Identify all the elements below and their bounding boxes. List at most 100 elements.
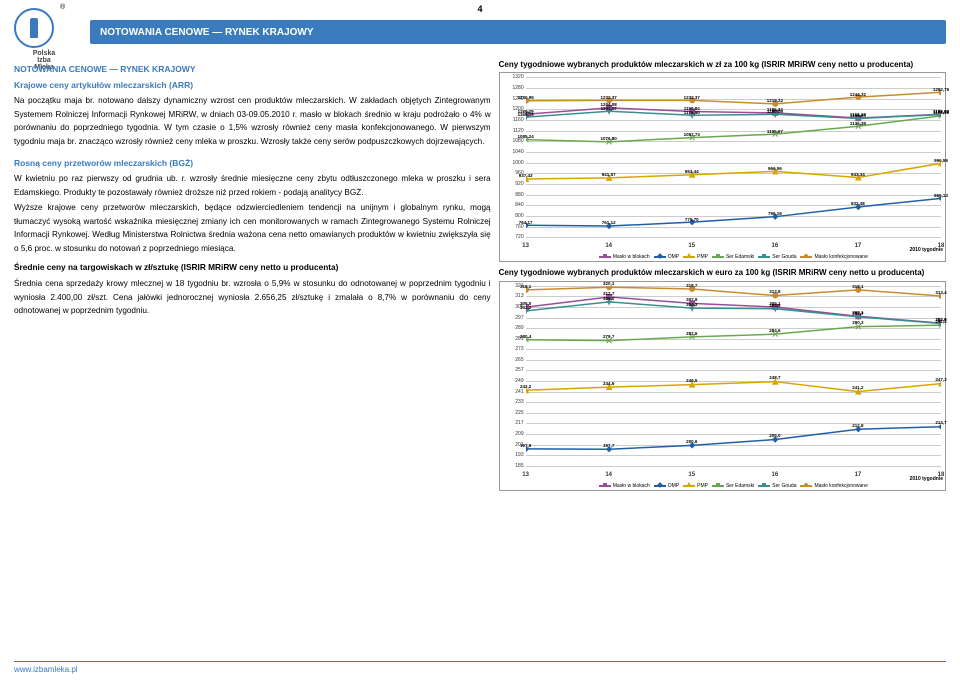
y-tick: 225: [502, 410, 524, 416]
y-tick: 920: [502, 181, 524, 187]
y-tick: 273: [502, 346, 524, 352]
data-label: 309,0: [603, 296, 614, 301]
trademark-icon: ®: [60, 4, 65, 11]
right-column: Ceny tygodniowe wybranych produktów mlec…: [499, 60, 946, 650]
logo-circle-icon: [14, 8, 54, 48]
x-tick: 14: [605, 472, 612, 478]
paragraph-4: Średnia cena sprzedaży krowy mlecznej w …: [14, 277, 491, 318]
data-label: 200,6: [686, 439, 697, 444]
data-label: 1105,67: [767, 129, 783, 134]
chart-legend: Masło w blokachOMPPMPSer EdamskiSer Goud…: [526, 254, 941, 260]
legend-item: Masło w blokach: [599, 254, 650, 260]
legend-item: Masło konfekcjonowane: [800, 483, 867, 489]
y-tick: 193: [502, 452, 524, 458]
x-tick: 16: [771, 243, 778, 249]
data-label: 197,9: [520, 443, 531, 448]
y-tick: 1000: [502, 160, 524, 166]
page-number: 4: [477, 4, 482, 14]
footer: www.izbamleka.pl: [14, 661, 946, 674]
data-label: 832,48: [851, 201, 865, 206]
left-column: NOTOWANIA CENOWE — RYNEK KRAJOWY Krajowe…: [14, 60, 499, 650]
legend-item: Ser Gouda: [758, 254, 796, 260]
y-tick: 233: [502, 399, 524, 405]
data-label: 966,06: [768, 166, 782, 171]
header-bar: NOTOWANIA CENOWE — RYNEK KRAJOWY: [90, 20, 946, 44]
data-label: 303,8: [769, 303, 780, 308]
data-label: 282,6: [686, 331, 697, 336]
legend-label: PMP: [697, 254, 708, 260]
section-title-1: NOTOWANIA CENOWE — RYNEK KRAJOWY: [14, 62, 491, 76]
legend-label: Masło konfekcjonowane: [814, 254, 867, 260]
data-label: 297,7: [852, 311, 863, 316]
legend-label: Masło w blokach: [613, 483, 650, 489]
data-label: 1191,67: [601, 106, 617, 111]
legend-label: Ser Gouda: [772, 254, 796, 260]
data-label: 318,1: [520, 284, 531, 289]
data-label: 865,13: [934, 193, 948, 198]
x-axis-title: 2010 tygodnie: [910, 476, 943, 482]
chart2-title: Ceny tygodniowe wybranych produktów mlec…: [499, 268, 946, 278]
paragraph-3: Wyższe krajowe ceny przetworów mleczarsk…: [14, 201, 491, 255]
y-tick: 209: [502, 431, 524, 437]
legend-item: Ser Edamski: [712, 254, 754, 260]
data-label: 241,2: [852, 385, 863, 390]
legend-label: Ser Gouda: [772, 483, 796, 489]
data-label: 318,1: [852, 284, 863, 289]
data-label: 1244,32: [850, 92, 866, 97]
data-label: 284,6: [769, 328, 780, 333]
section-title-4: Średnie ceny na targowiskach w zł/sztukę…: [14, 261, 491, 275]
y-tick: 1040: [502, 149, 524, 155]
data-label: 214,7: [935, 420, 946, 425]
data-label: 1219,22: [767, 98, 783, 103]
y-tick: 1280: [502, 85, 524, 91]
data-label: 775,70: [685, 217, 699, 222]
x-axis-title: 2010 tygodnie: [910, 247, 943, 253]
data-label: 1230,95: [517, 95, 533, 100]
data-label: 1092,74: [684, 132, 700, 137]
data-label: 304,3: [686, 302, 697, 307]
y-tick: 880: [502, 192, 524, 198]
data-label: 941,57: [602, 172, 616, 177]
x-tick: 15: [688, 243, 695, 249]
x-tick: 13: [522, 472, 529, 478]
x-tick: 16: [771, 472, 778, 478]
y-tick: 289: [502, 325, 524, 331]
x-tick: 13: [522, 243, 529, 249]
paragraph-2: W kwietniu po raz pierwszy od grudnia ub…: [14, 172, 491, 199]
data-label: 318,7: [686, 283, 697, 288]
data-label: 1085,24: [517, 134, 533, 139]
legend-label: Masło konfekcjonowane: [814, 483, 867, 489]
chart-legend: Masło w blokachOMPPMPSer EdamskiSer Goud…: [526, 483, 941, 489]
y-tick: 241: [502, 389, 524, 395]
chart2: 1851932012092172252332412492572652732812…: [499, 281, 946, 491]
y-tick: 1160: [502, 117, 524, 123]
data-label: 937,43: [519, 173, 533, 178]
legend-item: Masło konfekcjonowane: [800, 254, 867, 260]
data-label: 280,4: [520, 334, 531, 339]
data-label: 943,34: [851, 172, 865, 177]
legend-label: PMP: [697, 483, 708, 489]
data-label: 247,3: [935, 377, 946, 382]
legend-label: Ser Edamski: [726, 254, 754, 260]
data-label: 764,17: [519, 220, 533, 225]
data-label: 320,1: [603, 281, 614, 286]
paragraph-1: Na początku maja br. notowano dalszy dyn…: [14, 94, 491, 148]
y-tick: 185: [502, 463, 524, 469]
data-label: 248,7: [769, 375, 780, 380]
legend-item: PMP: [683, 254, 708, 260]
data-label: 1164,60: [850, 113, 866, 118]
data-label: 953,44: [685, 169, 699, 174]
milk-bottle-icon: [30, 18, 38, 38]
data-label: 302,2: [520, 305, 531, 310]
y-tick: 840: [502, 202, 524, 208]
legend-item: Masło w blokach: [599, 483, 650, 489]
x-tick: 15: [688, 472, 695, 478]
y-tick: 1320: [502, 74, 524, 80]
data-label: 246,5: [686, 378, 697, 383]
legend-item: Ser Edamski: [712, 483, 754, 489]
chart1-title: Ceny tygodniowe wybranych produktów mlec…: [499, 60, 946, 70]
footer-url: www.izbamleka.pl: [14, 665, 78, 674]
legend-item: Ser Gouda: [758, 483, 796, 489]
data-label: 242,2: [520, 384, 531, 389]
logo-text-1: Polska: [14, 50, 74, 57]
